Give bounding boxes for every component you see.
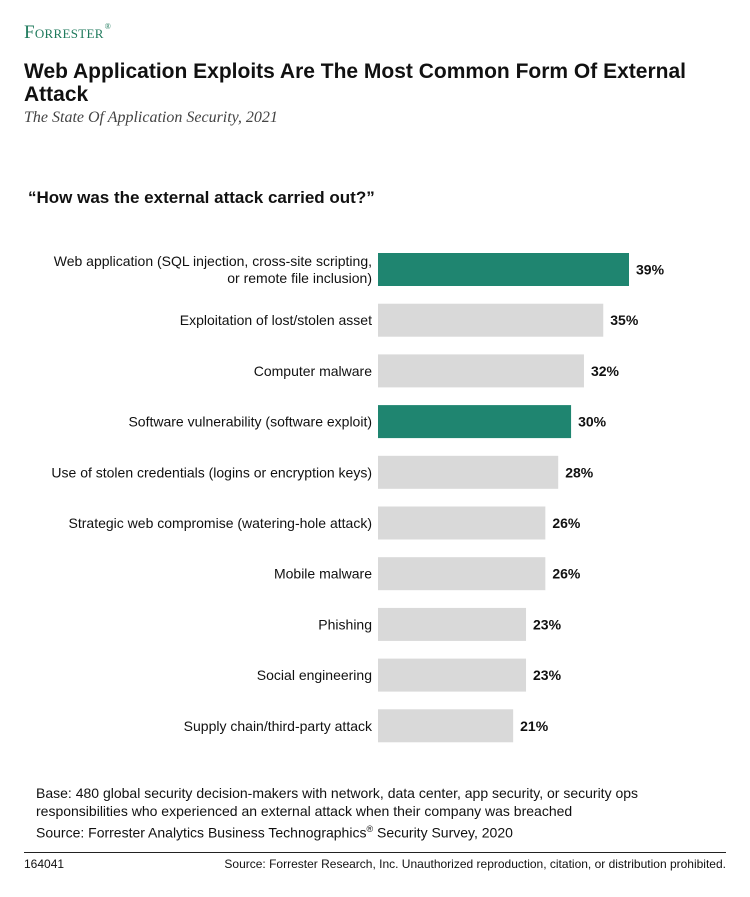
value-label-9: 23% [533, 667, 562, 683]
logo-text: Forrester [24, 22, 104, 43]
category-label-6: Strategic web compromise (watering-hole … [69, 515, 372, 531]
value-label-8: 23% [533, 616, 562, 632]
value-label-2: 35% [610, 312, 639, 328]
bar-9 [378, 658, 527, 692]
value-label-1: 39% [636, 262, 665, 278]
category-label-7: Mobile malware [274, 566, 372, 582]
copyright-notice: Source: Forrester Research, Inc. Unautho… [224, 857, 726, 871]
category-label-2: Exploitation of lost/stolen asset [180, 312, 372, 328]
bar-4 [378, 405, 572, 439]
chart-notes: Base: 480 global security decision-maker… [36, 784, 726, 842]
value-label-3: 32% [591, 363, 620, 379]
value-label-4: 30% [578, 414, 607, 430]
bar-8 [378, 607, 527, 641]
category-label-1: Web application (SQL injection, cross-si… [54, 253, 372, 286]
base-note: Base: 480 global security decision-maker… [36, 785, 639, 819]
value-label-6: 26% [552, 515, 581, 531]
chart-question: “How was the external attack carried out… [28, 188, 375, 207]
category-label-3: Computer malware [254, 363, 372, 379]
category-label-5: Use of stolen credentials (logins or enc… [51, 464, 372, 480]
bar-6 [378, 506, 546, 540]
category-label-10: Supply chain/third-party attack [184, 718, 373, 734]
bar-10 [378, 709, 514, 743]
page-title: Web Application Exploits Are The Most Co… [24, 60, 686, 106]
bar-chart: 39% Web application (SQL injection, cross… [51, 253, 665, 743]
category-label-9: Social engineering [257, 667, 372, 683]
trademark-mark: ® [104, 22, 112, 31]
source-suffix: Security Survey, 2020 [373, 824, 513, 841]
bar-7 [378, 557, 546, 591]
bar-5 [378, 455, 559, 489]
figure-id: 164041 [24, 857, 65, 871]
page-subtitle: The State Of Application Security, 2021 [24, 109, 278, 126]
value-label-5: 28% [565, 464, 594, 480]
footer-divider [24, 852, 726, 853]
bar-1 [378, 253, 629, 286]
value-label-10: 21% [520, 718, 549, 734]
forrester-logo: Forrester® [24, 22, 111, 44]
value-label-7: 26% [552, 566, 581, 582]
registered-mark: ® [366, 824, 374, 834]
category-label-8: Phishing [318, 616, 372, 632]
source-prefix: Source: Forrester Analytics Business Tec… [36, 824, 367, 841]
category-label-4: Software vulnerability (software exploit… [128, 414, 372, 430]
bar-3 [378, 354, 584, 388]
source-note: Source: Forrester Analytics Business Tec… [36, 820, 726, 842]
bar-2 [378, 303, 604, 337]
